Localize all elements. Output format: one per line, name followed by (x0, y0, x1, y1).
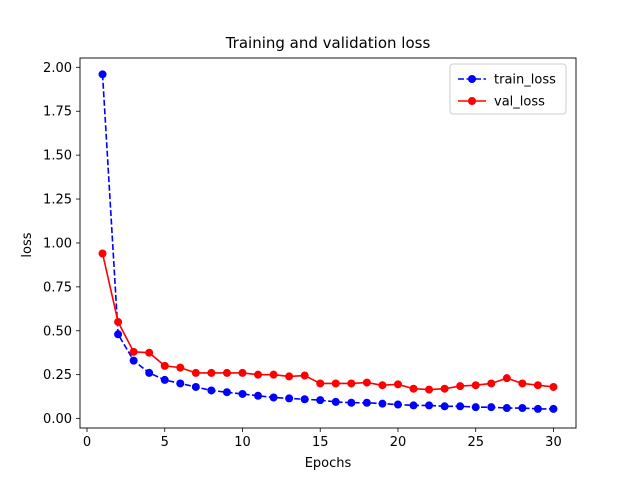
train-loss-point (440, 402, 449, 411)
val-loss-point (502, 374, 511, 383)
val-loss-point (409, 384, 418, 393)
train-loss-point (114, 330, 123, 339)
train-loss-point (222, 388, 231, 397)
train-loss-point (98, 70, 107, 79)
val-loss-point (456, 382, 465, 391)
val-loss-point (114, 317, 123, 326)
y-tick-label: 2.00 (43, 61, 72, 76)
chart-title: Training and validation loss (225, 34, 431, 52)
y-tick-label: 0.00 (43, 412, 72, 427)
train-loss-point (362, 398, 371, 407)
val-loss-point (316, 379, 325, 388)
val-loss-point (207, 368, 216, 377)
y-tick-label: 1.25 (43, 193, 72, 208)
train-loss-point (254, 391, 263, 400)
val-loss-point (254, 370, 263, 379)
val-loss-point (549, 382, 558, 391)
y-tick-label: 0.25 (43, 368, 72, 383)
val-loss-point (518, 379, 527, 388)
x-tick-label: 20 (390, 435, 407, 450)
train-loss-point (285, 394, 294, 403)
y-tick-label: 1.50 (43, 149, 72, 164)
val-loss-point (487, 379, 496, 388)
val-loss-point (191, 368, 200, 377)
train-loss-point (207, 386, 216, 395)
val-loss-point (160, 361, 169, 370)
val-loss-point (269, 370, 278, 379)
train-loss-point (549, 404, 558, 413)
train-loss-point (502, 404, 511, 413)
y-tick-label: 0.75 (43, 280, 72, 295)
x-tick-label: 15 (312, 435, 329, 450)
legend-train-loss-label: train_loss (494, 73, 556, 88)
val-loss-point (533, 381, 542, 390)
train-loss-point (300, 395, 309, 404)
val-loss-point (176, 363, 185, 372)
x-tick-label: 5 (161, 435, 169, 450)
y-tick-label: 1.75 (43, 105, 72, 120)
val-loss-point (425, 385, 434, 394)
x-tick-label: 30 (545, 435, 562, 450)
val-loss-point (98, 249, 107, 258)
train-loss-point (456, 402, 465, 411)
x-tick-label: 25 (467, 435, 484, 450)
train-loss-point (409, 401, 418, 410)
train-loss-point (238, 389, 247, 398)
val-loss-point (222, 368, 231, 377)
train-loss-point (425, 401, 434, 410)
val-loss-point (238, 368, 247, 377)
train-loss-point (316, 396, 325, 405)
train-loss-point (347, 398, 356, 407)
train-loss-point (160, 375, 169, 384)
axes-frame (79, 57, 577, 429)
x-tick-label: 10 (234, 435, 251, 450)
y-tick-label: 0.50 (43, 324, 72, 339)
train-loss-point (331, 397, 340, 406)
train-loss-point (533, 404, 542, 413)
train-loss-point (269, 393, 278, 402)
y-tick-label: 1.00 (43, 236, 72, 251)
legend-val-loss-label: val_loss (494, 95, 545, 110)
val-loss-point (300, 371, 309, 380)
x-tick-label: 0 (83, 435, 91, 450)
val-loss-point (331, 379, 340, 388)
val-loss-point (471, 381, 480, 390)
train-loss-point (487, 403, 496, 412)
legend: train_loss val_loss (449, 63, 567, 115)
train-loss-point (145, 368, 154, 377)
val-loss-point (347, 379, 356, 388)
val-loss-point (362, 378, 371, 387)
val-loss-point (129, 347, 138, 356)
val-loss-point (145, 348, 154, 357)
val-loss-point (378, 381, 387, 390)
train-loss-point (378, 399, 387, 408)
x-axis-label: Epochs (305, 456, 352, 471)
plot-area: 0 5 10 15 20 25 30 0.00 0.25 0.50 0.75 1.00 1.25 1.50… (43, 57, 577, 450)
val-loss-point (440, 384, 449, 393)
train-loss-point (393, 400, 402, 409)
legend-train-loss-marker (468, 75, 476, 83)
val-loss-point (285, 372, 294, 381)
train-loss-point (471, 403, 480, 412)
legend-val-loss-marker (468, 97, 476, 105)
y-axis-label: loss (20, 232, 35, 257)
train-loss-point (191, 382, 200, 391)
val-loss-point (393, 380, 402, 389)
train-loss-point (129, 356, 138, 365)
train-loss-point (176, 379, 185, 388)
train-loss-point (518, 404, 527, 413)
